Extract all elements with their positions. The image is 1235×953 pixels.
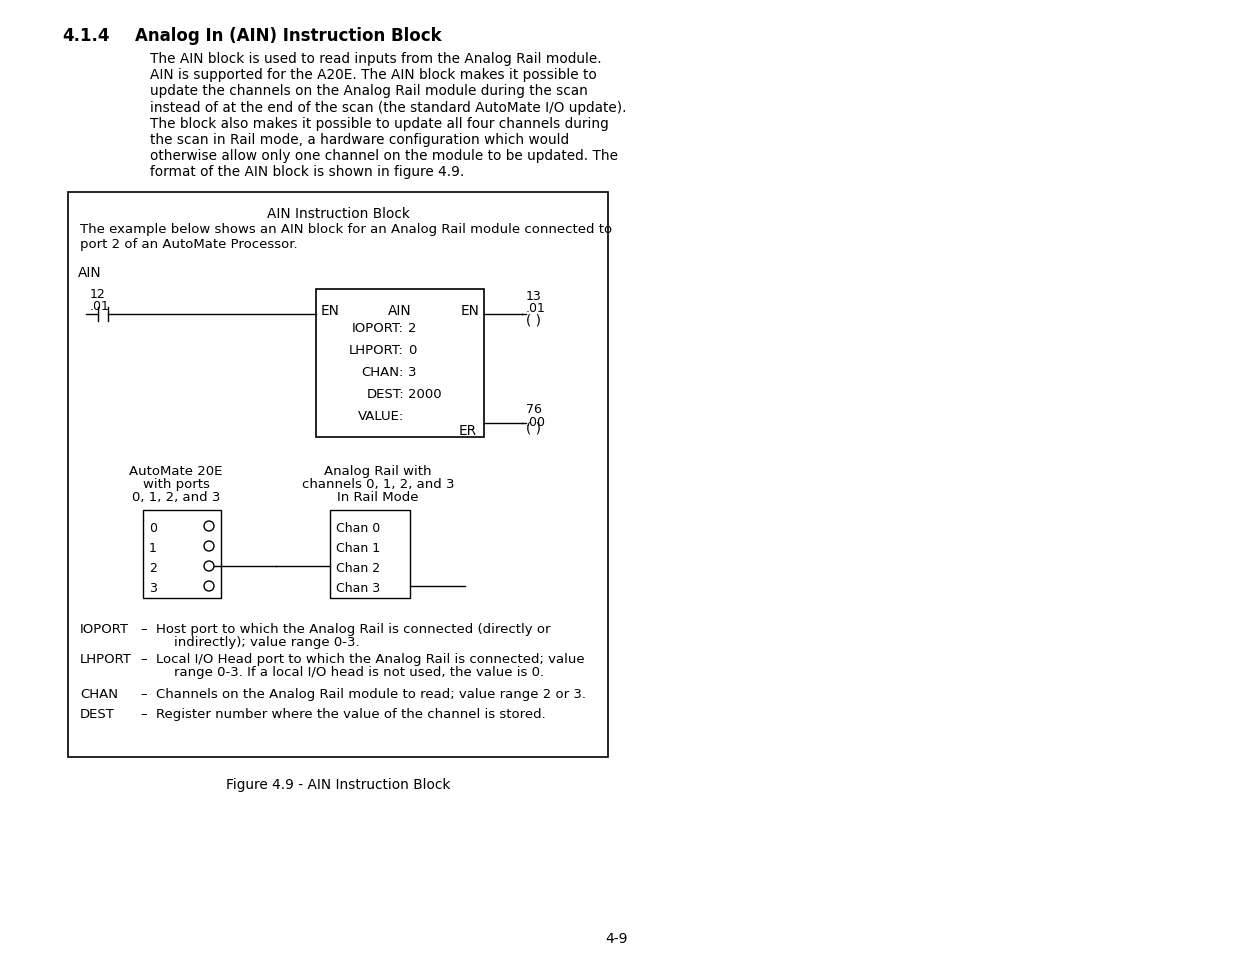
Text: 4.1.4: 4.1.4 bbox=[62, 27, 110, 45]
Text: Chan 0: Chan 0 bbox=[336, 521, 380, 534]
Text: 0: 0 bbox=[408, 344, 416, 356]
Text: AutoMate 20E: AutoMate 20E bbox=[130, 464, 222, 477]
Text: AIN Instruction Block: AIN Instruction Block bbox=[267, 207, 410, 221]
Bar bbox=[316, 290, 484, 437]
Text: CHAN:: CHAN: bbox=[362, 366, 404, 378]
Text: AIN: AIN bbox=[388, 304, 411, 317]
Text: 2000: 2000 bbox=[408, 388, 442, 400]
Text: IOPORT: IOPORT bbox=[80, 622, 128, 636]
Text: Chan 1: Chan 1 bbox=[336, 541, 380, 554]
Text: indirectly); value range 0-3.: indirectly); value range 0-3. bbox=[174, 636, 359, 648]
Text: DEST: DEST bbox=[80, 707, 115, 720]
Text: 4-9: 4-9 bbox=[605, 931, 629, 945]
Text: Chan 2: Chan 2 bbox=[336, 561, 380, 574]
Text: 3: 3 bbox=[149, 581, 157, 594]
Text: Local I/O Head port to which the Analog Rail is connected; value: Local I/O Head port to which the Analog … bbox=[156, 652, 584, 665]
Text: 0: 0 bbox=[149, 521, 157, 534]
Text: 2: 2 bbox=[408, 322, 416, 335]
Text: range 0-3. If a local I/O head is not used, the value is 0.: range 0-3. If a local I/O head is not us… bbox=[174, 665, 545, 679]
Text: 3: 3 bbox=[408, 366, 416, 378]
Text: VALUE:: VALUE: bbox=[358, 410, 404, 422]
Text: Analog Rail with: Analog Rail with bbox=[325, 464, 432, 477]
Text: .00: .00 bbox=[526, 416, 546, 429]
Text: with ports: with ports bbox=[142, 477, 210, 491]
Text: .01: .01 bbox=[526, 302, 546, 314]
Bar bbox=[68, 193, 608, 758]
Text: LHPORT: LHPORT bbox=[80, 652, 132, 665]
Text: EN: EN bbox=[461, 304, 480, 317]
Text: In Rail Mode: In Rail Mode bbox=[337, 491, 419, 503]
Bar bbox=[330, 511, 410, 598]
Text: Host port to which the Analog Rail is connected (directly or: Host port to which the Analog Rail is co… bbox=[156, 622, 551, 636]
Text: channels 0, 1, 2, and 3: channels 0, 1, 2, and 3 bbox=[301, 477, 454, 491]
Text: Chan 3: Chan 3 bbox=[336, 581, 380, 594]
Text: ( ): ( ) bbox=[526, 313, 541, 327]
Text: Channels on the Analog Rail module to read; value range 2 or 3.: Channels on the Analog Rail module to re… bbox=[156, 687, 585, 700]
Text: 2: 2 bbox=[149, 561, 157, 574]
Text: EN: EN bbox=[321, 304, 340, 317]
Text: AIN: AIN bbox=[78, 266, 101, 280]
Text: The example below shows an AIN block for an Analog Rail module connected to
port: The example below shows an AIN block for… bbox=[80, 223, 613, 251]
Text: 1: 1 bbox=[149, 541, 157, 554]
Text: 76: 76 bbox=[526, 402, 542, 416]
Text: 13: 13 bbox=[526, 290, 542, 303]
Text: DEST:: DEST: bbox=[367, 388, 404, 400]
Text: LHPORT:: LHPORT: bbox=[350, 344, 404, 356]
Text: IOPORT:: IOPORT: bbox=[352, 322, 404, 335]
Text: 0, 1, 2, and 3: 0, 1, 2, and 3 bbox=[132, 491, 220, 503]
Text: –: – bbox=[140, 652, 147, 665]
Text: Figure 4.9 - AIN Instruction Block: Figure 4.9 - AIN Instruction Block bbox=[226, 778, 451, 791]
Text: Register number where the value of the channel is stored.: Register number where the value of the c… bbox=[156, 707, 546, 720]
Text: –: – bbox=[140, 687, 147, 700]
Text: Analog In (AIN) Instruction Block: Analog In (AIN) Instruction Block bbox=[135, 27, 442, 45]
Text: .01: .01 bbox=[90, 299, 110, 313]
Bar bbox=[143, 511, 221, 598]
Text: –: – bbox=[140, 707, 147, 720]
Text: CHAN: CHAN bbox=[80, 687, 119, 700]
Text: ER: ER bbox=[459, 423, 477, 437]
Text: ( ): ( ) bbox=[526, 421, 541, 436]
Text: 12: 12 bbox=[90, 288, 106, 301]
Text: The AIN block is used to read inputs from the Analog Rail module.
AIN is support: The AIN block is used to read inputs fro… bbox=[149, 52, 626, 179]
Text: –: – bbox=[140, 622, 147, 636]
